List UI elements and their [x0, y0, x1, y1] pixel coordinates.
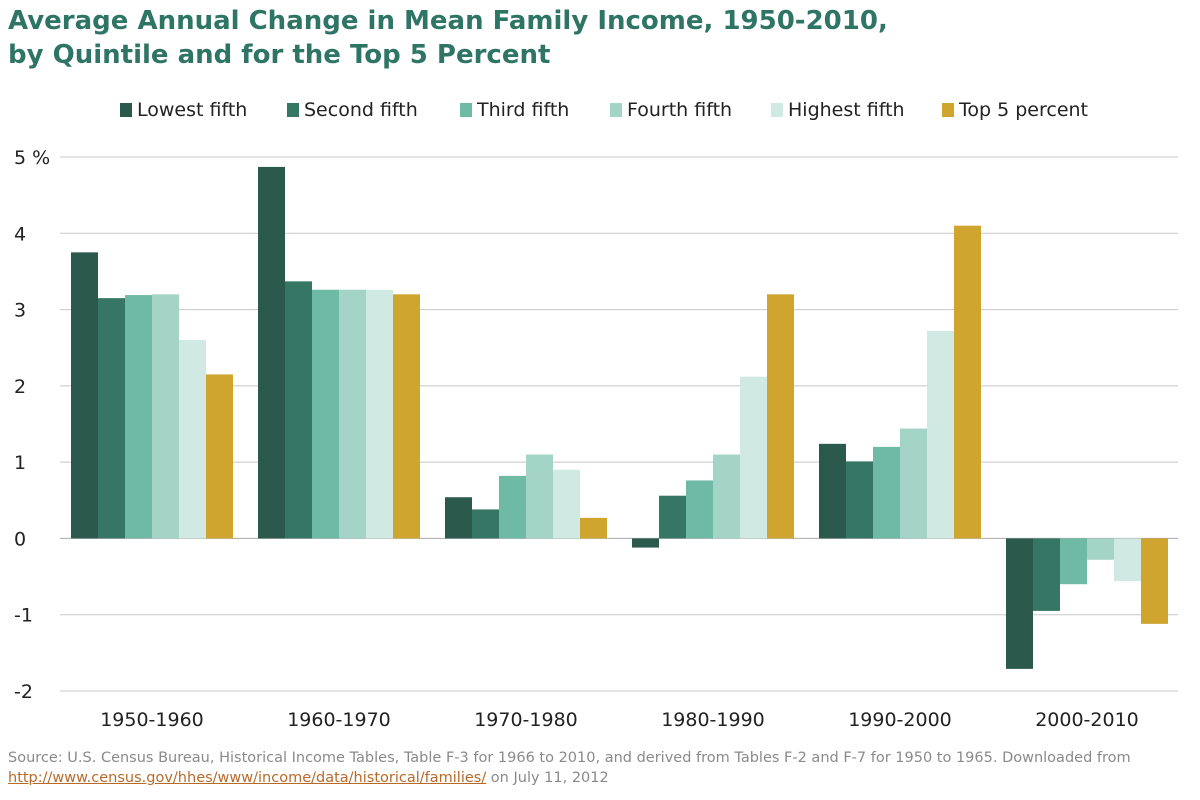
legend-swatch — [610, 103, 622, 117]
chart-legend: Lowest fifth Second fifth Third fifth Fourt… — [0, 96, 1200, 124]
bar — [206, 374, 233, 539]
bar — [285, 281, 312, 539]
bar — [312, 289, 339, 539]
bar — [713, 454, 740, 539]
bar — [179, 340, 206, 539]
y-tick-label: 0 — [14, 528, 26, 550]
x-tick-label: 1990-2000 — [848, 709, 952, 731]
bar — [659, 495, 686, 539]
x-tick-label: 1980-1990 — [661, 709, 765, 731]
legend-swatch — [460, 103, 472, 117]
source-link[interactable]: http://www.census.gov/hhes/www/income/da… — [8, 770, 487, 786]
x-tick-label: 1960-1970 — [287, 709, 391, 731]
bar — [258, 166, 285, 539]
legend-swatch — [771, 103, 783, 117]
bar — [873, 446, 900, 539]
chart-title-line-2: by Quintile and for the Top 5 Percent — [8, 40, 551, 70]
chart-title-line-1: Average Annual Change in Mean Family Inc… — [8, 6, 888, 36]
legend-swatch — [942, 103, 954, 117]
y-tick-label: -2 — [14, 681, 33, 703]
bar — [846, 461, 873, 539]
bar — [71, 252, 98, 539]
legend-item: Third fifth — [460, 96, 569, 124]
source-note: Source: U.S. Census Bureau, Historical I… — [8, 748, 1193, 788]
bar — [767, 294, 794, 539]
legend-item: Lowest fifth — [120, 96, 247, 124]
bar — [1087, 538, 1114, 560]
legend-swatch — [120, 103, 132, 117]
chart-title: Average Annual Change in Mean Family Inc… — [8, 4, 1188, 72]
bar — [927, 330, 954, 539]
bar — [125, 295, 152, 539]
legend-label: Third fifth — [477, 99, 570, 121]
y-tick-label: 5 % — [14, 147, 50, 169]
bar — [472, 509, 499, 539]
x-tick-label: 1970-1980 — [474, 709, 578, 731]
y-tick-label: 2 — [14, 376, 26, 398]
legend-item: Fourth fifth — [610, 96, 732, 124]
legend-item: Highest fifth — [771, 96, 905, 124]
bar — [152, 294, 179, 539]
legend-label: Lowest fifth — [137, 99, 248, 121]
bar — [580, 517, 607, 539]
legend-label: Fourth fifth — [627, 99, 733, 121]
source-date-text: on July 11, 2012 — [486, 770, 609, 786]
bar — [954, 225, 981, 539]
bar — [1060, 538, 1087, 585]
bar — [1006, 538, 1033, 669]
legend-item: Second fifth — [287, 96, 418, 124]
y-tick-label: -1 — [14, 605, 33, 627]
legend-item: Top 5 percent — [942, 96, 1088, 124]
bar — [686, 480, 713, 539]
bar — [900, 428, 927, 539]
bar — [553, 469, 580, 539]
bar — [393, 294, 420, 539]
bar — [98, 298, 125, 539]
bar — [366, 289, 393, 539]
x-tick-label: 1950-1960 — [100, 709, 204, 731]
bar — [499, 475, 526, 539]
legend-label: Top 5 percent — [959, 99, 1089, 121]
bar — [740, 376, 767, 539]
bar — [632, 538, 659, 548]
bar — [1033, 538, 1060, 611]
bar — [819, 443, 846, 539]
x-tick-label: 2000-2010 — [1035, 709, 1139, 731]
y-tick-label: 3 — [14, 300, 26, 322]
legend-label: Second fifth — [304, 99, 418, 121]
bar — [339, 289, 366, 539]
bar — [1114, 538, 1141, 582]
bar — [445, 497, 472, 539]
y-tick-label: 4 — [14, 223, 26, 245]
y-tick-label: 1 — [14, 452, 26, 474]
legend-swatch — [287, 103, 299, 117]
bar — [526, 454, 553, 539]
source-text: Source: U.S. Census Bureau, Historical I… — [8, 750, 1131, 766]
legend-label: Highest fifth — [788, 99, 905, 121]
bar — [1141, 538, 1168, 624]
